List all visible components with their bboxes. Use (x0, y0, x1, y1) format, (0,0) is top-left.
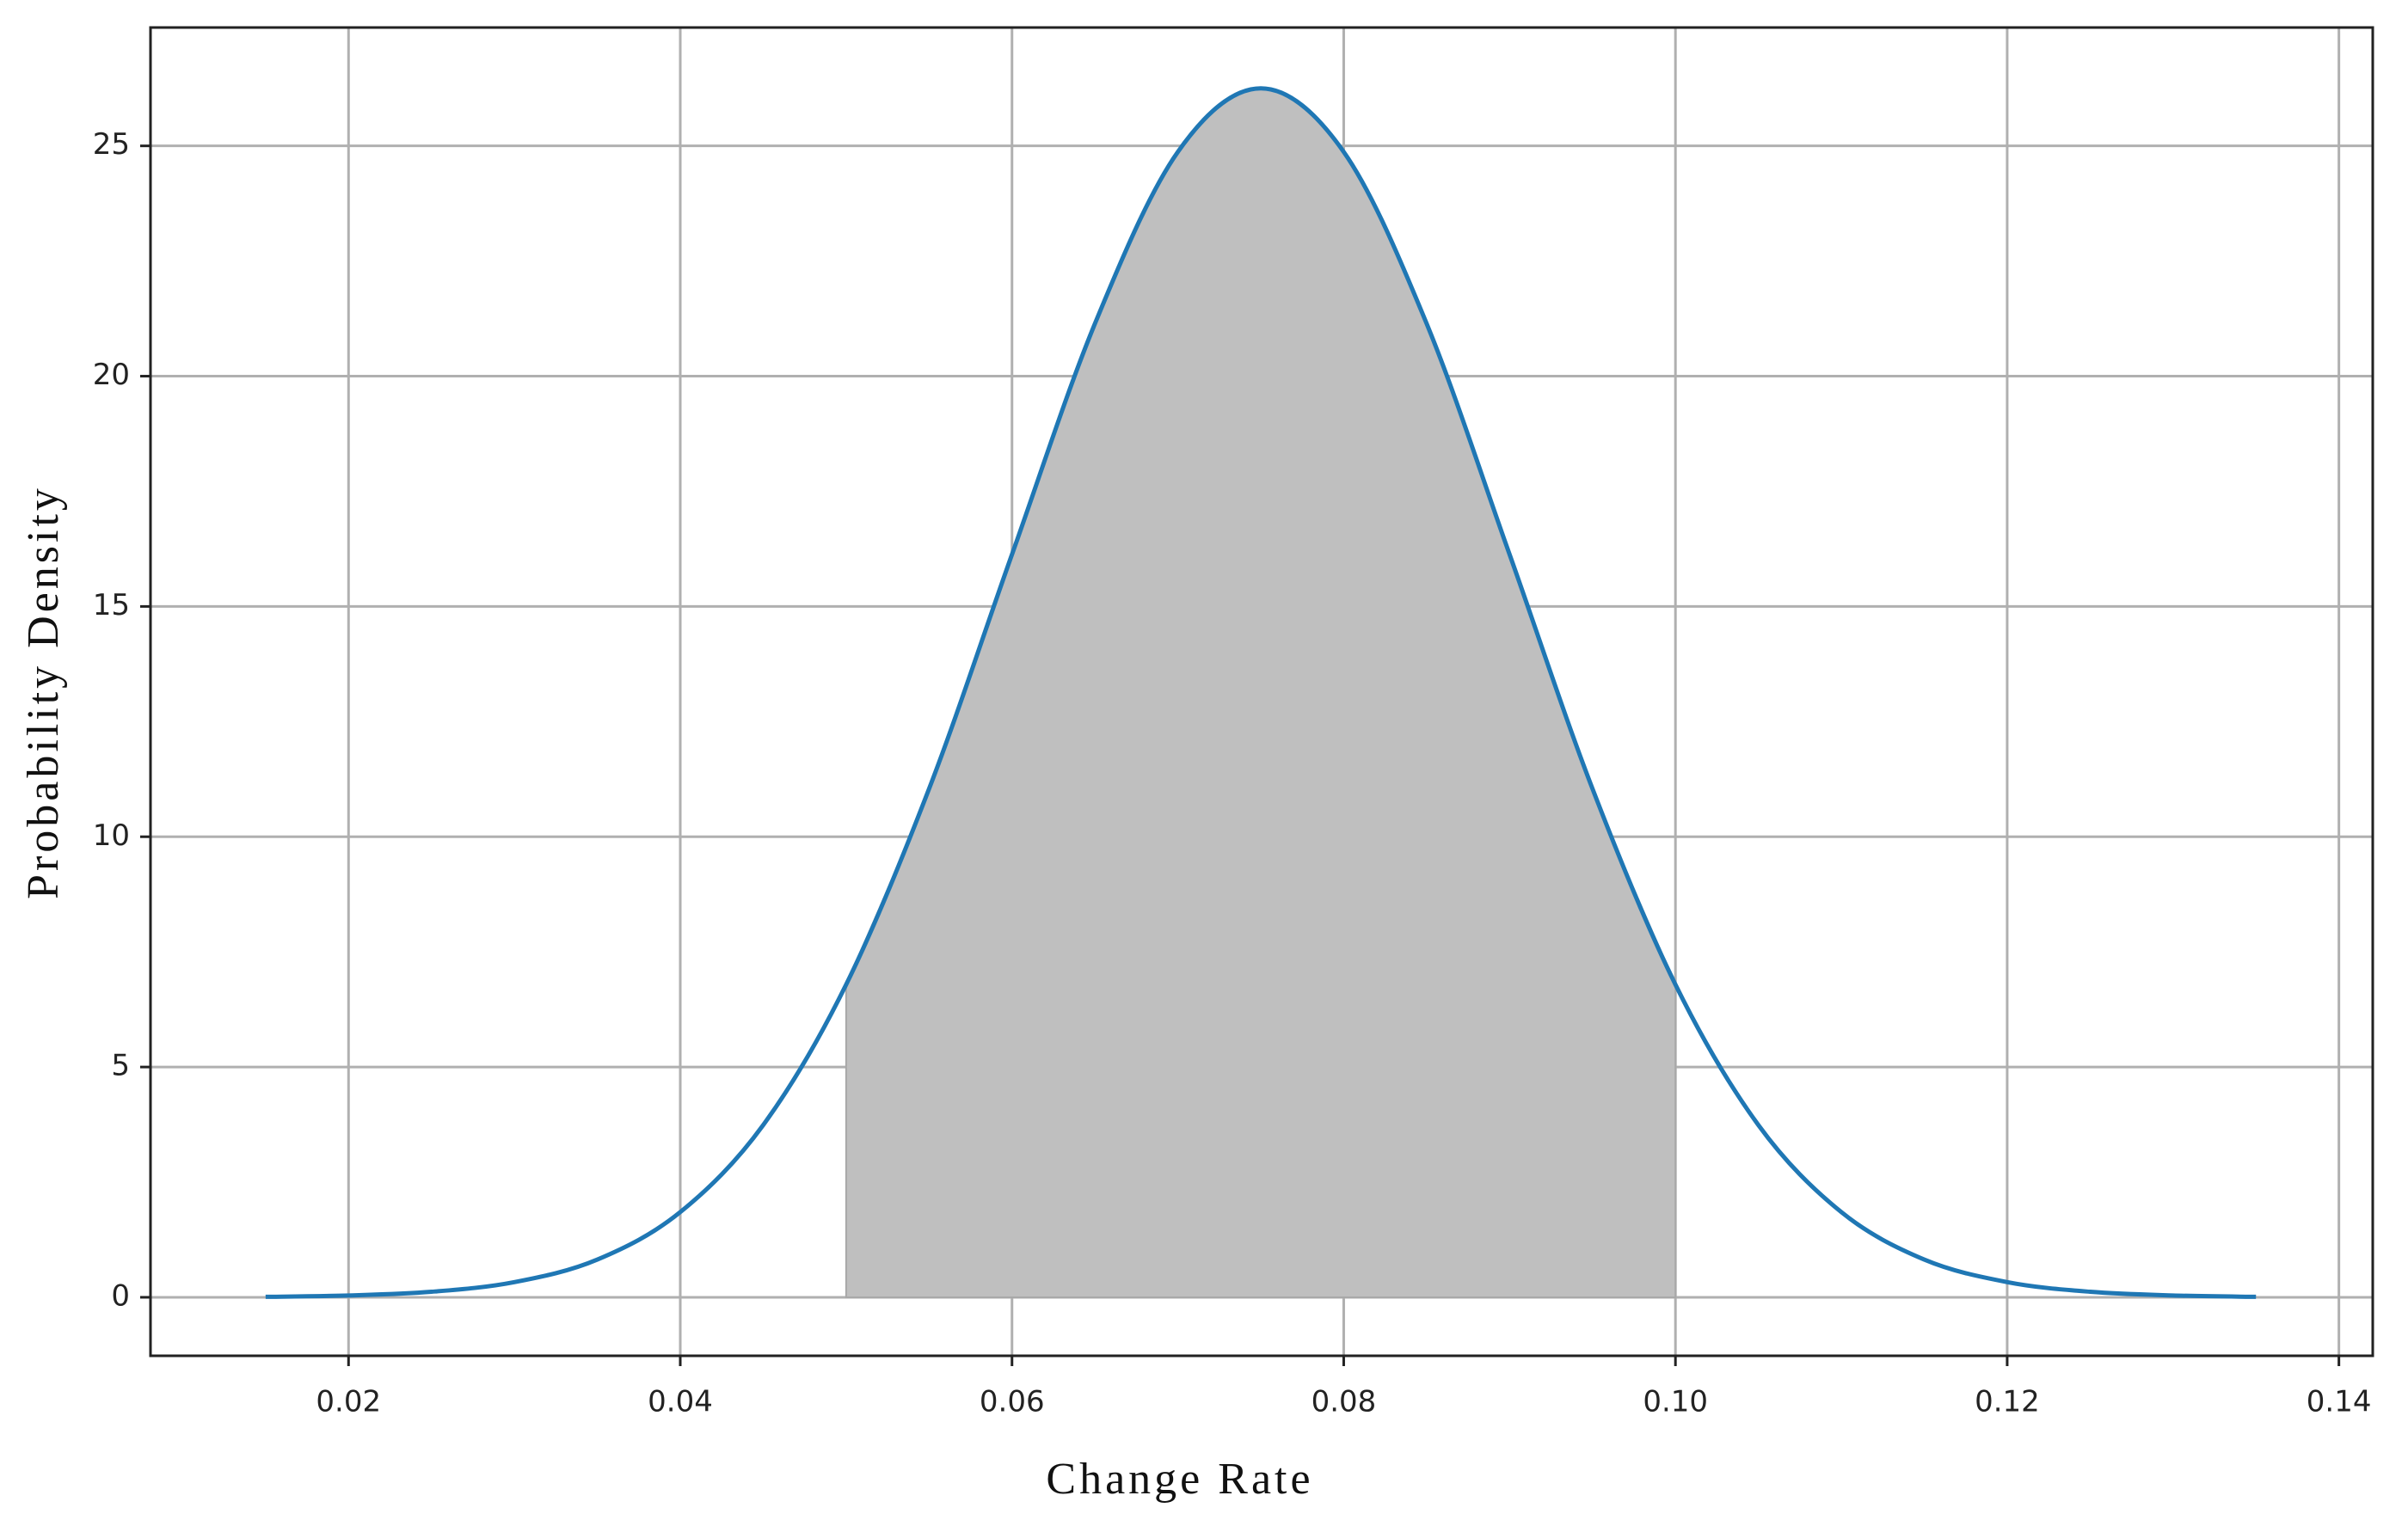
y-tick-label: 25 (93, 127, 130, 162)
x-tick-label: 0.08 (1312, 1385, 1377, 1419)
y-axis-label: Probability Density (19, 485, 68, 899)
x-tick-label: 0.14 (2307, 1385, 2372, 1419)
shaded-area (845, 87, 1677, 1298)
x-tick-label: 0.02 (316, 1385, 381, 1419)
x-tick-label: 0.06 (980, 1385, 1045, 1419)
x-tick-label: 0.10 (1643, 1385, 1708, 1419)
y-tick-label: 15 (93, 588, 130, 622)
plot-frame (149, 26, 2374, 1358)
y-tick-label: 0 (111, 1278, 130, 1313)
x-tick-label: 0.12 (1975, 1385, 2040, 1419)
x-tick-label: 0.04 (648, 1385, 713, 1419)
density-curve (265, 86, 2257, 1299)
y-tick-label: 20 (93, 358, 130, 392)
y-tick-label: 10 (93, 818, 130, 853)
x-axis-label: Change Rate (1046, 1455, 1313, 1504)
y-tick-label: 5 (111, 1049, 130, 1083)
